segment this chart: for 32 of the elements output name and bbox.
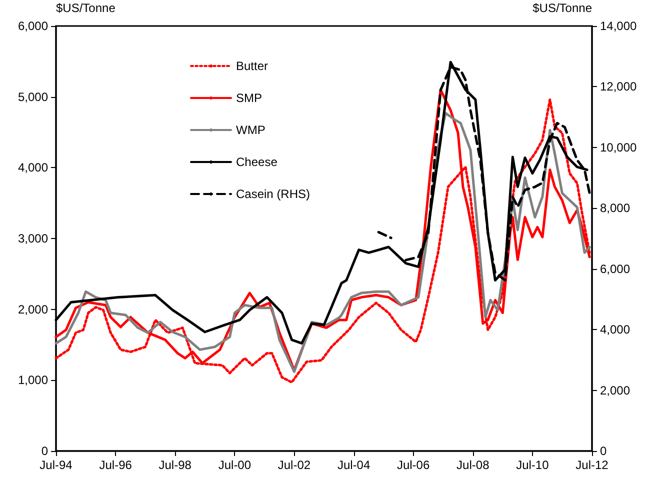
x-tick-label: Jul-08 xyxy=(456,458,490,472)
y-axis-title: $US/Tonne xyxy=(56,1,116,15)
y-tick-label: 6,000 xyxy=(18,19,48,33)
legend-label: Cheese xyxy=(236,155,278,169)
y2-tick-label: 10,000 xyxy=(600,140,638,154)
x-tick-label: Jul-12 xyxy=(576,458,609,472)
x-tick-label: Jul-00 xyxy=(218,458,252,472)
y-tick-label: 4,000 xyxy=(18,160,48,175)
legend-label: Casein (RHS) xyxy=(236,187,310,201)
y-tick-label: 5,000 xyxy=(18,90,48,104)
y2-tick-label: 4,000 xyxy=(600,322,630,337)
y2-tick-label: 14,000 xyxy=(600,19,638,33)
x-tick-label: Jul-98 xyxy=(158,458,192,472)
x-tick-label: Jul-10 xyxy=(516,458,550,472)
x-tick-label: Jul-04 xyxy=(337,458,370,472)
legend-label: WMP xyxy=(236,123,266,137)
x-tick-label: Jul-94 xyxy=(40,458,73,472)
x-tick-label: Jul-06 xyxy=(396,458,430,472)
y2-axis-title: $US/Tonne xyxy=(532,1,592,15)
y2-tick-label: 2,000 xyxy=(600,383,630,398)
y-tick-label: 1,000 xyxy=(18,373,48,388)
y-tick-label: 0 xyxy=(41,444,48,458)
y2-tick-label: 0 xyxy=(600,444,607,458)
y2-tick-label: 6,000 xyxy=(600,262,630,276)
y2-tick-label: 8,000 xyxy=(600,201,630,216)
y-tick-label: 3,000 xyxy=(18,232,48,246)
x-tick-label: Jul-02 xyxy=(278,458,311,472)
y2-tick-label: 12,000 xyxy=(600,80,638,94)
x-tick-label: Jul-96 xyxy=(99,458,132,472)
legend-label: Butter xyxy=(236,59,268,73)
legend-label: SMP xyxy=(236,91,262,105)
y-tick-label: 2,000 xyxy=(18,302,48,316)
